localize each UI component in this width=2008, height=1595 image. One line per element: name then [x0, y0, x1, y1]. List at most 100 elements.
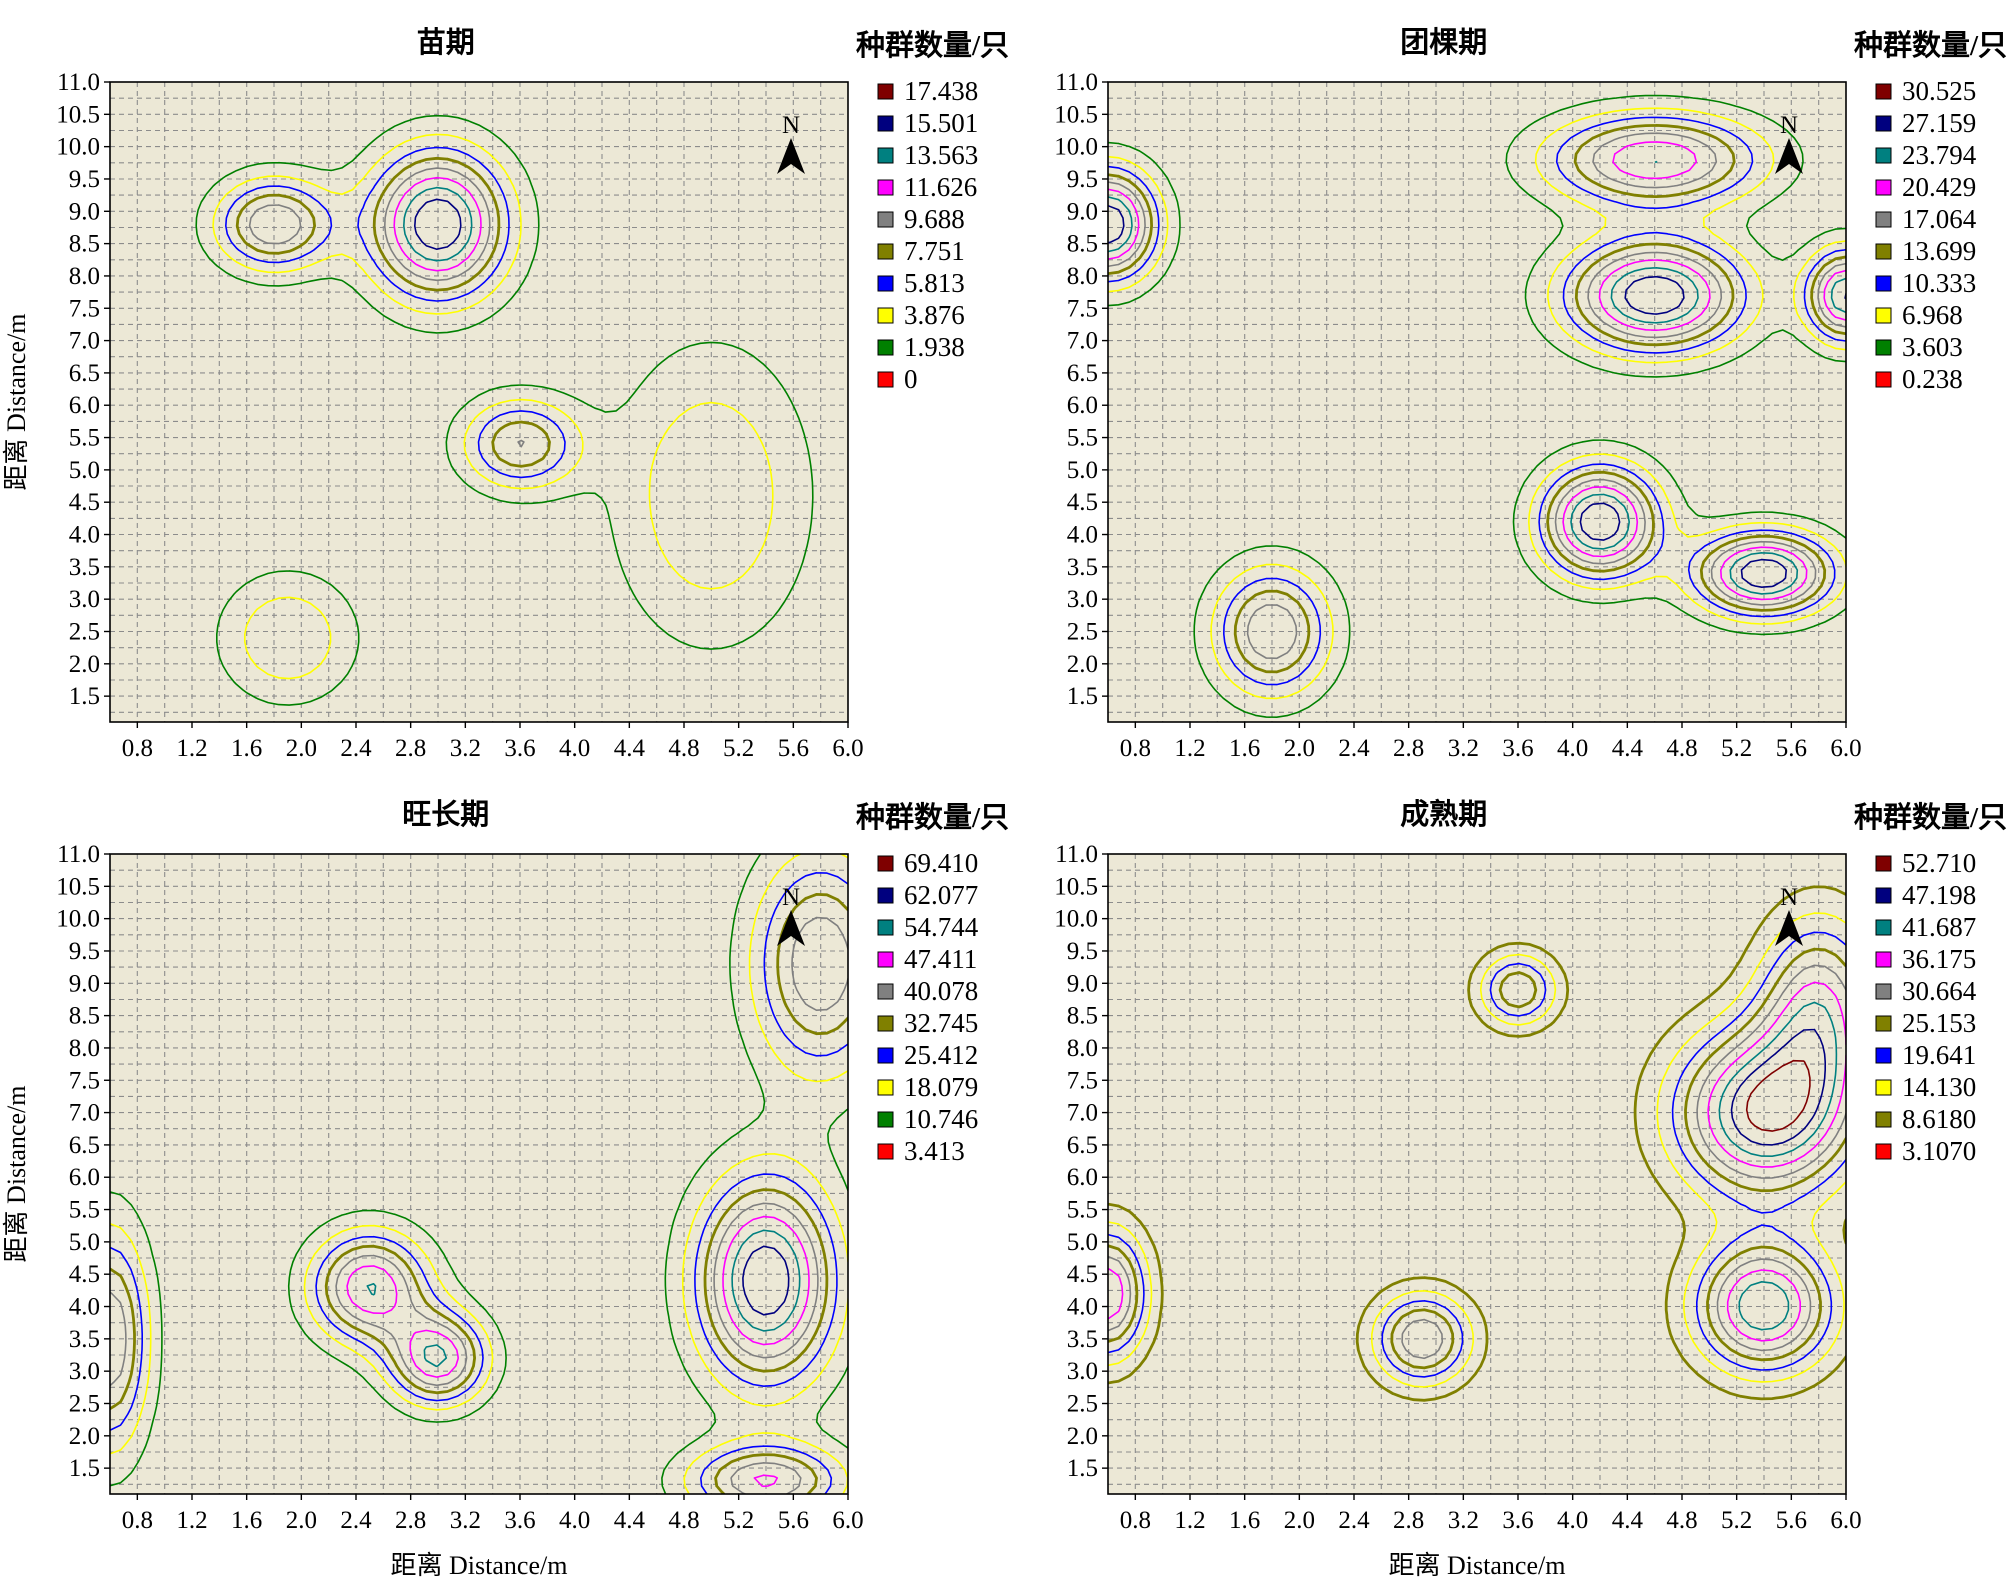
- y-tick-label: 4.0: [1067, 1294, 1098, 1321]
- y-tick-label: 8.0: [1067, 263, 1098, 290]
- legend-swatch: [1875, 307, 1892, 324]
- legend-swatch: [877, 983, 894, 1000]
- y-tick-label: 3.5: [69, 1326, 100, 1353]
- legend-swatch: [1875, 1111, 1892, 1128]
- legend-title: 种群数量/只: [1854, 801, 2007, 834]
- legend-label: 36.175: [1902, 944, 1976, 974]
- contour-lines: [110, 854, 848, 1494]
- y-tick-label: 7.5: [1067, 1067, 1098, 1094]
- legend-swatch: [1875, 179, 1892, 196]
- y-tick-label: 10.5: [1054, 873, 1098, 900]
- legend-label: 1.938: [904, 332, 965, 362]
- x-tick-label: 2.8: [1393, 1507, 1424, 1534]
- legend-label: 17.438: [904, 76, 978, 106]
- legend-label: 18.079: [904, 1072, 978, 1102]
- contour-line-2: [414, 198, 462, 250]
- legend-label: 30.664: [1902, 976, 1977, 1006]
- x-axis-label: 距离 Distance/m: [1389, 1551, 1566, 1580]
- x-tick-label: 2.4: [340, 735, 372, 762]
- x-tick-label: 3.2: [450, 735, 481, 762]
- y-tick-label: 5.5: [69, 425, 100, 452]
- contour-line-8: [212, 133, 774, 680]
- contour-line-4: [1108, 141, 1846, 601]
- legend-swatch: [1875, 1143, 1892, 1160]
- legend-swatch: [1875, 211, 1892, 228]
- legend-label: 54.744: [904, 912, 979, 942]
- y-tick-label: 7.0: [69, 328, 100, 355]
- x-tick-label: 4.4: [1612, 735, 1644, 762]
- y-tick-label: 7.0: [1067, 1100, 1098, 1127]
- y-tick-label: 11.0: [1055, 841, 1098, 868]
- x-tick-label: 1.6: [231, 735, 262, 762]
- plot-background: [110, 82, 848, 722]
- contour-line-6: [110, 893, 848, 1494]
- legend-label: 13.563: [904, 140, 978, 170]
- y-tick-label: 7.5: [69, 295, 100, 322]
- y-tick-label: 10.0: [1054, 134, 1098, 161]
- legend: 种群数量/只 52.71047.19841.68736.17530.66425.1…: [1854, 801, 2007, 1166]
- legend-label: 23.794: [1902, 140, 1977, 170]
- x-tick-label: 2.8: [395, 1507, 426, 1534]
- contour-line-7: [225, 146, 566, 479]
- legend-label: 3.603: [1902, 332, 1963, 362]
- north-arrow-icon: [1775, 138, 1803, 174]
- y-tick-label: 4.5: [69, 1261, 100, 1288]
- x-tick-label: 4.0: [1557, 735, 1588, 762]
- x-axis-label: 距离 Distance/m: [391, 1551, 568, 1580]
- contour-line-3: [403, 186, 473, 262]
- y-tick-label: 1.5: [69, 1455, 100, 1482]
- chart-title: 苗期: [417, 26, 475, 59]
- x-tick-label: 1.2: [1174, 1507, 1205, 1534]
- y-tick-label: 6.5: [1067, 1132, 1098, 1159]
- y-tick-label: 1.5: [69, 683, 100, 710]
- contour-line-3: [366, 1229, 801, 1368]
- grid: [110, 82, 848, 722]
- legend-label: 47.198: [1902, 880, 1976, 910]
- legend-label: 17.064: [1902, 204, 1977, 234]
- legend-label: 32.745: [904, 1008, 978, 1038]
- legend-swatch: [877, 147, 894, 164]
- contour-line-1: [1745, 1059, 1811, 1132]
- x-tick-label: 4.4: [614, 735, 646, 762]
- y-tick-label: 5.5: [1067, 425, 1098, 452]
- y-tick-label: 2.0: [69, 1423, 100, 1450]
- y-tick-label: 10.0: [56, 134, 100, 161]
- legend-label: 13.699: [1902, 236, 1976, 266]
- plot-frame: [1107, 853, 1847, 1495]
- x-tick-label: 2.0: [1284, 735, 1315, 762]
- legend-label: 10.333: [1902, 268, 1976, 298]
- y-tick-label: 10.5: [56, 873, 100, 900]
- y-tick-label: 1.5: [1067, 683, 1098, 710]
- y-tick-label: 2.5: [1067, 1390, 1098, 1417]
- y-tick-label: 10.0: [1054, 906, 1098, 933]
- x-tick-label: 2.8: [395, 735, 426, 762]
- contour-line-6: [1108, 124, 1846, 674]
- y-tick-label: 2.5: [69, 618, 100, 645]
- legend-label: 47.411: [904, 944, 977, 974]
- legend-swatch: [1875, 147, 1892, 164]
- x-tick-label: 3.2: [450, 1507, 481, 1534]
- x-tick-label: 2.4: [340, 1507, 372, 1534]
- x-tick-label: 3.6: [1502, 735, 1533, 762]
- y-tick-label: 11.0: [1055, 69, 1098, 96]
- x-tick-label: 4.0: [559, 735, 590, 762]
- contour-line-3: [1108, 160, 1846, 595]
- legend-swatch: [877, 1143, 894, 1160]
- x-tick-label: 4.8: [1666, 1507, 1697, 1534]
- contour-line-2: [1730, 1028, 1826, 1146]
- x-tick-label: 0.8: [1120, 1507, 1151, 1534]
- y-tick-label: 3.0: [1067, 586, 1098, 613]
- y-tick-label: 3.0: [1067, 1358, 1098, 1385]
- legend-label: 3.876: [904, 300, 965, 330]
- legend-label: 19.641: [1902, 1040, 1976, 1070]
- y-axis-label: 距离 Distance/m: [2, 314, 31, 491]
- legend-swatch: [1875, 855, 1892, 872]
- x-tick-label: 5.2: [723, 735, 754, 762]
- legend-swatch: [877, 83, 894, 100]
- legend-label: 30.525: [1902, 76, 1976, 106]
- x-tick-label: 5.2: [723, 1507, 754, 1534]
- north-arrow-icon: [777, 138, 805, 174]
- x-tick-label: 3.2: [1448, 735, 1479, 762]
- y-tick-label: 4.5: [69, 489, 100, 516]
- legend-swatch: [1875, 1079, 1892, 1096]
